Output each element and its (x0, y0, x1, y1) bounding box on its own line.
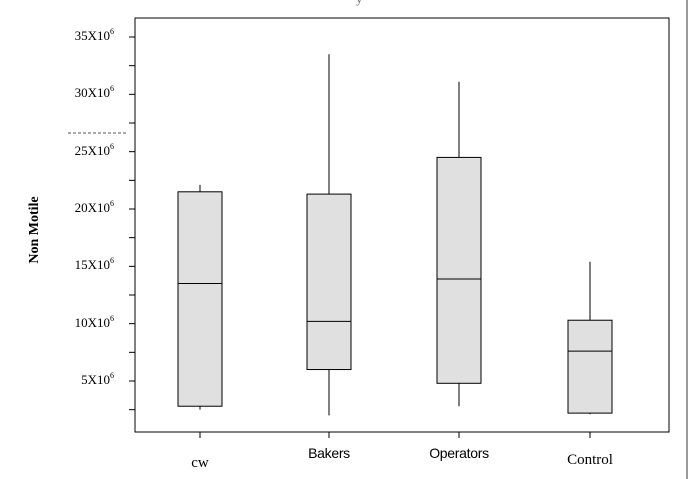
x-tick-label-operators: Operators (429, 445, 489, 461)
y-tick-labels: 35X106 30X106 25X106 20X106 15X106 10X106 5X10… (0, 0, 114, 479)
y-tick-label: 15X106 (74, 256, 114, 273)
y-tick-label: 30X106 (74, 84, 114, 101)
x-tick-label-bakers: Bakers (308, 445, 350, 461)
box-operators (436, 156, 482, 384)
plot-frame (134, 17, 670, 433)
box-bakers (306, 193, 352, 371)
box-control (567, 319, 613, 414)
y-tick-label: 25X106 (74, 141, 114, 158)
x-tick-label-cw: cw (191, 455, 209, 471)
y-tick-label: 20X106 (74, 199, 114, 215)
top-title-fragment: y (356, 0, 363, 7)
x-tick-label-control: Control (567, 452, 613, 468)
y-tick-label: 10X106 (74, 313, 114, 330)
y-tick-label: 5X106 (81, 371, 114, 387)
y-axis-title: Non Motile (27, 196, 42, 264)
box-cw (177, 191, 223, 407)
y-tick-label: 35X106 (74, 27, 114, 43)
